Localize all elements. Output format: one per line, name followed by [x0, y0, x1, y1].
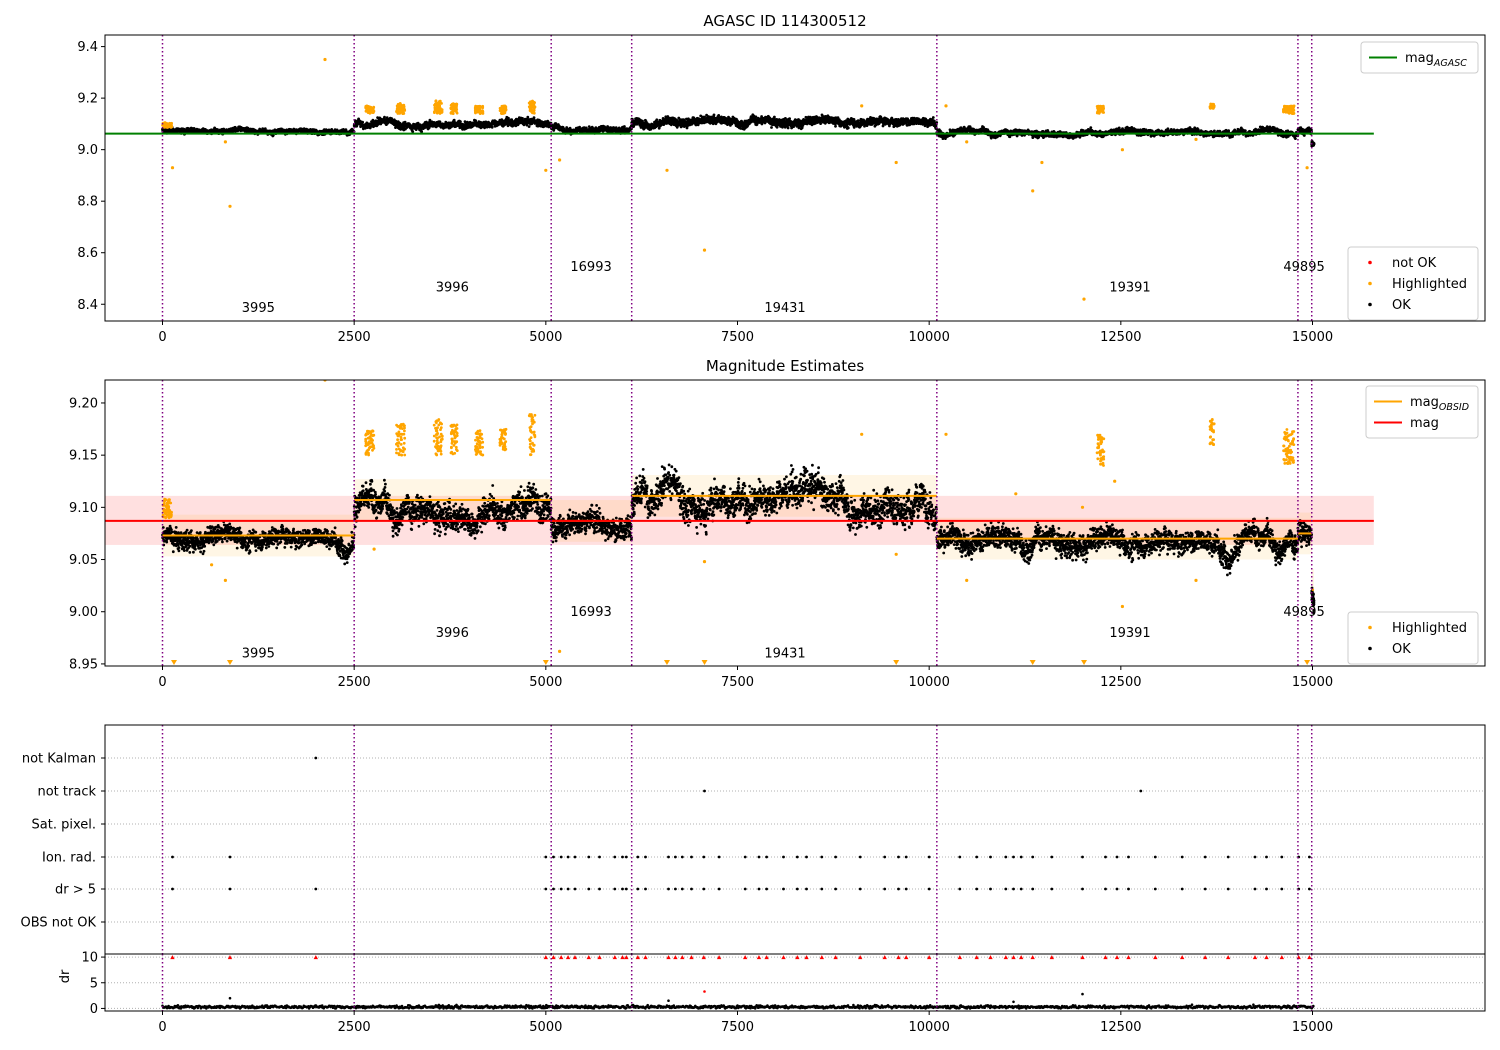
ok-point [712, 113, 716, 117]
ok-point [770, 126, 773, 129]
ok-points [161, 113, 1316, 148]
ok-point [846, 126, 850, 130]
ok-point [411, 130, 415, 134]
ok-point [931, 116, 935, 119]
ok-point [856, 119, 860, 123]
ok-point [819, 122, 822, 125]
ok-point [527, 125, 531, 128]
ok-point [490, 125, 494, 129]
panel-agasc: AGASC ID 114300512 3995399616993194311939… [77, 12, 1486, 345]
ok-point [834, 124, 837, 128]
ok-point [623, 125, 626, 128]
ok-point [773, 115, 776, 119]
ok-point [788, 117, 791, 121]
ok-point [383, 115, 386, 119]
ok-point [526, 115, 530, 119]
ok-point [982, 126, 985, 129]
ok-point [532, 116, 536, 120]
ok-point [786, 126, 790, 130]
ok-point [361, 120, 364, 124]
ok-point [459, 120, 462, 123]
panel-title: AGASC ID 114300512 [703, 12, 866, 30]
ok-point [852, 126, 856, 129]
ok-point [717, 114, 721, 117]
ok-point [263, 127, 267, 130]
